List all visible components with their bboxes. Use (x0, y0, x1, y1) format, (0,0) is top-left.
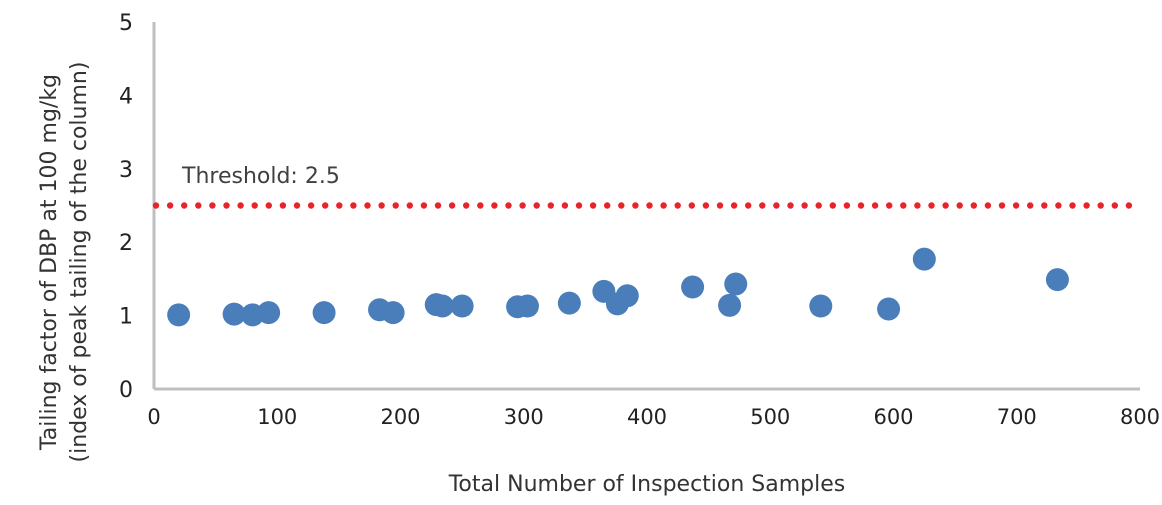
data-point (167, 303, 191, 327)
data-point (681, 275, 705, 299)
x-axis-label: Total Number of Inspection Samples (448, 472, 846, 497)
data-point (257, 301, 281, 325)
x-tick-label: 0 (147, 405, 160, 429)
data-point (312, 301, 336, 325)
x-tick-label: 300 (504, 405, 544, 429)
y-axis-label: Tailing factor of DBP at 100 mg/kg (inde… (35, 22, 95, 502)
x-tick-label: 100 (257, 405, 297, 429)
threshold-line (152, 202, 1133, 209)
data-point (877, 297, 901, 321)
x-tick-label: 700 (997, 405, 1037, 429)
data-point (557, 291, 581, 315)
y-tick-label: 4 (119, 84, 133, 109)
y-tick-label: 1 (119, 305, 133, 330)
data-point (615, 284, 639, 308)
y-tick-label: 2 (119, 231, 133, 256)
x-tick-label: 800 (1120, 405, 1160, 429)
data-point (381, 301, 405, 325)
y-axis-ticks: 0 1 2 3 4 5 (119, 11, 133, 403)
y-tick-label: 5 (119, 11, 133, 36)
x-tick-label: 200 (380, 405, 420, 429)
y-tick-label: 0 (119, 378, 133, 403)
x-tick-label: 500 (750, 405, 790, 429)
data-point (724, 272, 748, 296)
y-axis-label-line2: (index of peak tailing of the column) (67, 61, 92, 463)
data-point (912, 247, 936, 271)
data-point (430, 294, 454, 318)
data-point (809, 294, 833, 318)
x-tick-label: 600 (873, 405, 913, 429)
x-tick-label: 400 (627, 405, 667, 429)
data-point (1045, 268, 1069, 292)
x-axis-ticks: 0 100 200 300 400 500 600 700 800 (147, 405, 1160, 429)
data-point (450, 294, 474, 318)
data-points (167, 247, 1069, 327)
data-point (718, 293, 742, 317)
data-point (222, 302, 246, 326)
y-tick-label: 3 (119, 158, 133, 183)
y-axis-label-line1: Tailing factor of DBP at 100 mg/kg (37, 73, 62, 451)
data-point (515, 294, 539, 318)
threshold-label: Threshold: 2.5 (181, 164, 340, 189)
